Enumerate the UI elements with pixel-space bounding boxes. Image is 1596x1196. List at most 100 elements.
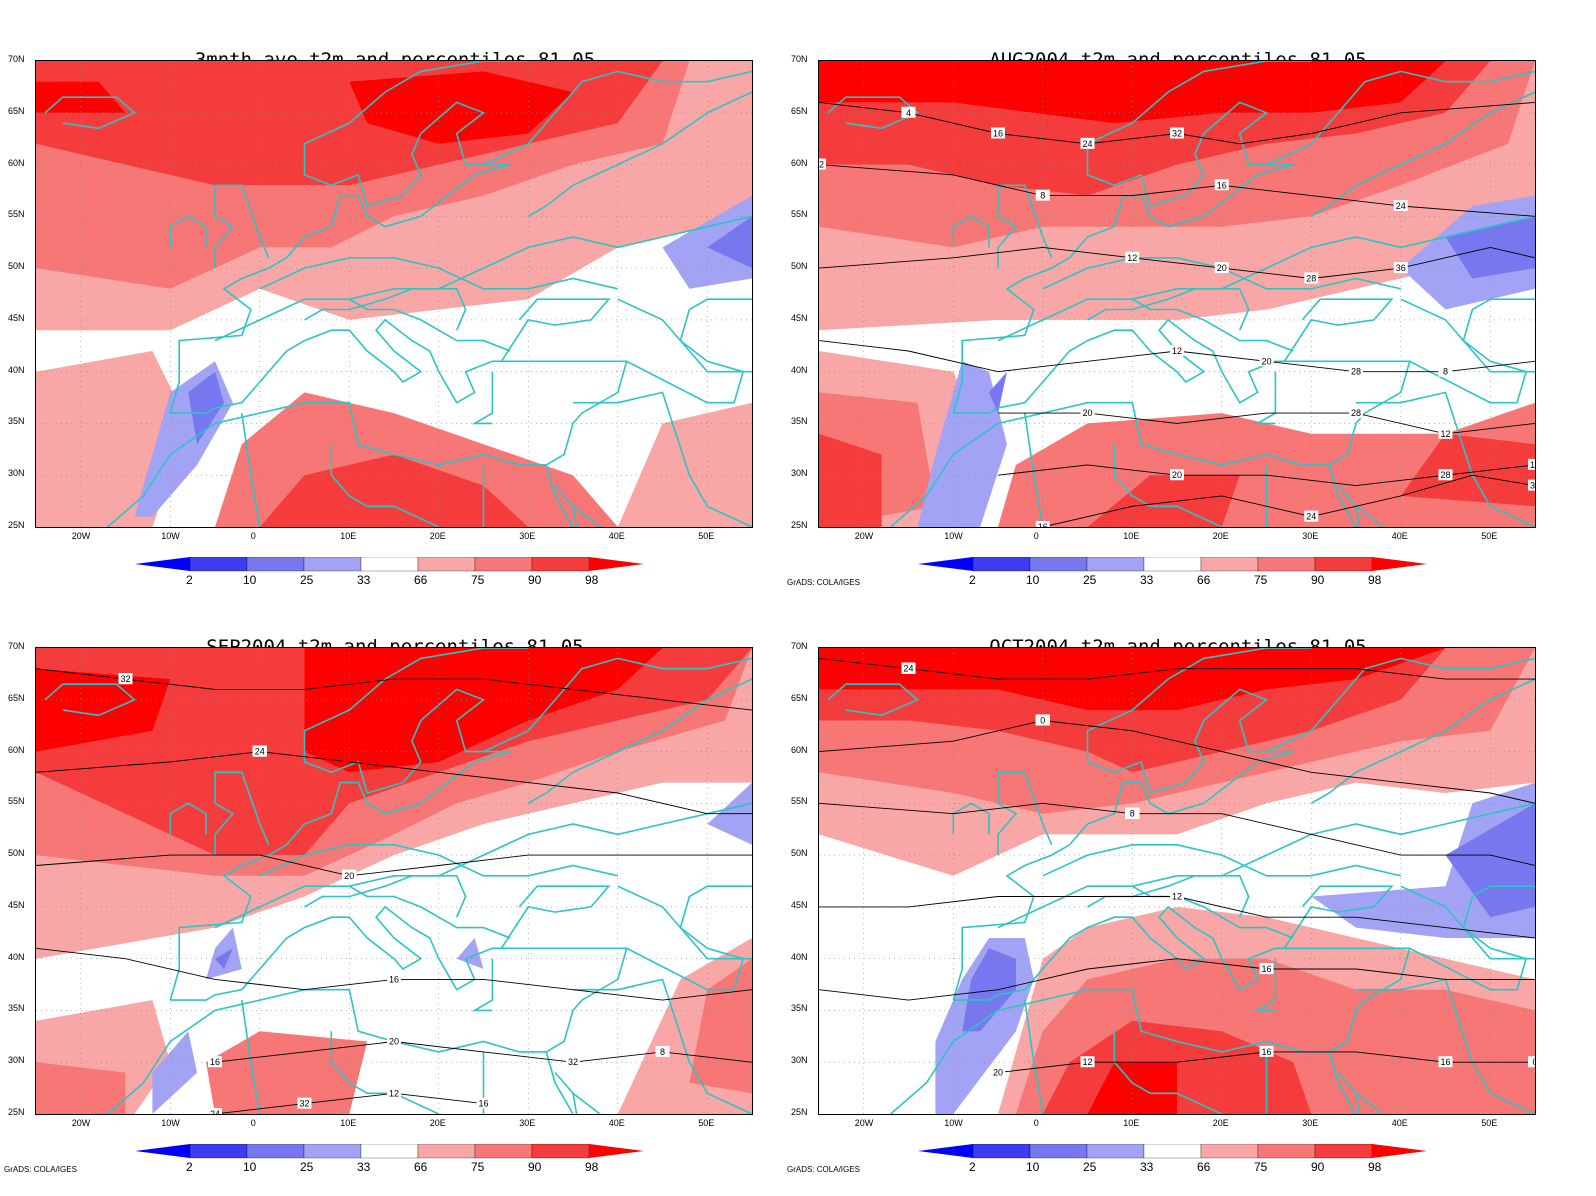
temperature-contour <box>214 1092 484 1114</box>
coastline <box>483 657 752 753</box>
contour-label-bg <box>991 127 1005 139</box>
contour-label: 32 <box>819 160 824 170</box>
contour-label-bg <box>1214 179 1229 191</box>
coastline <box>1310 91 1535 217</box>
coastline <box>952 61 1312 414</box>
lat-tick-label: 50N <box>791 848 808 859</box>
percentile-shade-p33 <box>206 927 242 980</box>
colorbar-segment-p33 <box>303 557 362 572</box>
colorbar-arrow-left <box>918 1144 973 1158</box>
lat-tick-label: 45N <box>791 312 808 323</box>
coastline <box>1356 391 1535 527</box>
contour-label-bg <box>1035 189 1050 201</box>
lat-tick-label: 30N <box>791 468 808 479</box>
colorbar-label: 25 <box>300 1160 314 1174</box>
contour-label-bg <box>1304 510 1319 522</box>
lat-tick-label: 70N <box>791 54 808 64</box>
lat-tick-label: 60N <box>791 157 808 168</box>
contour-label: 16 <box>210 1057 220 1067</box>
colorbar-label: 75 <box>1254 573 1268 587</box>
coastline <box>304 875 467 918</box>
contour-label: 16 <box>389 974 399 984</box>
lon-tick-label: 20E <box>429 531 446 541</box>
lat-tick-label: 45N <box>791 899 808 910</box>
coastline <box>107 905 628 1114</box>
coastline <box>1024 412 1044 527</box>
map-area: 0480004881212128881616161216202016162024… <box>818 647 1536 1115</box>
contour-label-bg <box>297 1097 312 1109</box>
contour-label: 8 <box>1443 367 1448 377</box>
coastline <box>573 978 752 1114</box>
contour-label-bg <box>1080 1056 1095 1068</box>
coastline <box>330 444 440 527</box>
lat-tick-label: 60N <box>8 157 25 168</box>
map-plot: 0480004881212128881616161216202016162024… <box>819 648 1535 1114</box>
lon-tick-label: 0 <box>250 1118 256 1128</box>
lat-tick-label: 70N <box>791 641 808 651</box>
lon-tick-label: 10E <box>1123 531 1140 541</box>
lon-tick-label: 10W <box>944 531 963 541</box>
contour-label: 12 <box>1082 1057 1092 1067</box>
contour-label-bg <box>1125 807 1140 819</box>
lat-tick-label: 50N <box>791 261 808 272</box>
contour-label-bg <box>901 662 916 674</box>
contour-label: 32 <box>299 1099 309 1109</box>
contour-label: 32 <box>568 1057 578 1067</box>
contour-label: 24 <box>1082 139 1092 149</box>
coastline <box>1409 885 1535 991</box>
colorbar-segment-p66 <box>417 557 476 572</box>
contour-label-bg <box>991 1066 1005 1078</box>
lat-tick-label: 65N <box>8 105 25 116</box>
percentile-shade-p98 <box>819 648 1446 711</box>
colorbar-arrow-left <box>918 557 973 571</box>
colorbar-segment-p33 <box>1086 557 1145 572</box>
percentile-shade-p75 <box>689 958 752 1094</box>
colorbar-segment-neutral <box>360 557 419 572</box>
contour-label-bg <box>819 158 826 170</box>
percentile-shade-p33 <box>152 1031 198 1114</box>
lon-tick-label: 20W <box>71 531 91 541</box>
percentile-shade-p33 <box>662 195 752 289</box>
contour-label: 24 <box>1306 512 1316 522</box>
colorbar-segment-p75 <box>474 557 533 572</box>
contour-label: 12 <box>1172 892 1182 902</box>
colorbar-segment-neutral <box>360 1144 419 1159</box>
lon-tick-label: 20E <box>429 1118 446 1128</box>
coastline <box>572 1093 578 1114</box>
contour-label: 8 <box>1040 191 1045 201</box>
contour-label-bg <box>208 1108 222 1114</box>
temperature-contour <box>819 164 1535 217</box>
colorbar-segment-p25 <box>246 557 305 572</box>
percentile-colorbar <box>135 1144 644 1159</box>
contour-label: 28 <box>1351 408 1361 418</box>
coastline <box>554 485 601 527</box>
contour-label-bg <box>655 1045 670 1057</box>
contour-label-bg <box>1393 262 1408 274</box>
colorbar-segment-p10 <box>189 557 248 572</box>
coastline <box>545 1051 574 1114</box>
contour-label: 24 <box>255 747 265 757</box>
lat-tick-label: 35N <box>8 1003 25 1014</box>
lat-tick-label: 50N <box>8 848 25 859</box>
lon-tick-label: 40E <box>1391 1118 1408 1128</box>
coastline <box>1024 999 1044 1114</box>
coastline <box>107 318 628 527</box>
contour-label: 28 <box>1440 470 1450 480</box>
contour-label-bg <box>387 1035 401 1047</box>
coastline <box>471 958 494 1012</box>
percentile-shade-p33 <box>917 361 1007 527</box>
colorbar-segment-p33 <box>1086 1144 1145 1159</box>
contour-label: 16 <box>1038 522 1048 527</box>
lon-tick-label: 40E <box>1391 531 1408 541</box>
coastline <box>626 885 752 991</box>
coastline <box>304 288 467 331</box>
map-area: 4 8 12 12 12 16 16 16 16 20 20 20 20 24 24 24 28 28 28 28 32… <box>818 60 1536 528</box>
colorbar-label: 90 <box>528 1160 542 1174</box>
temperature-contour <box>819 958 1535 1001</box>
colorbar-segment-p90 <box>1314 1144 1373 1159</box>
contour-label: 20 <box>389 1037 399 1047</box>
contour-label-bg <box>566 1056 580 1068</box>
percentile-shade-p98 <box>349 71 573 144</box>
lat-tick-label: 45N <box>8 312 25 323</box>
contour-label: 0 <box>1532 1057 1535 1067</box>
